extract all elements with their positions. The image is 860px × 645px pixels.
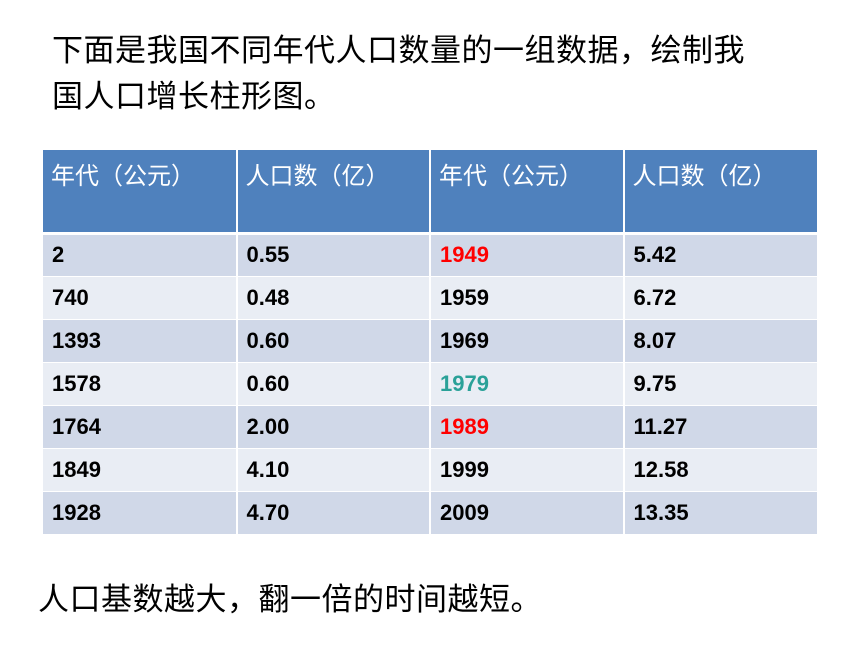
cell-year: 1578 <box>43 362 238 406</box>
intro-line-2: 国人口增长柱形图。 <box>52 79 336 115</box>
intro-line-1: 下面是我国不同年代人口数量的一组数据，绘制我 <box>52 33 745 69</box>
cell-population: 2.00 <box>236 405 431 449</box>
population-table: 年代（公元） 人口数（亿） 年代（公元） 人口数（亿） 2 0.55 1949 … <box>43 150 817 535</box>
cell-population: 13.35 <box>623 491 817 535</box>
cell-year: 1849 <box>43 448 238 492</box>
table-row: 1764 2.00 1989 11.27 <box>43 405 817 449</box>
header-year-1: 年代（公元） <box>43 150 238 235</box>
conclusion-note: 人口基数越大，翻一倍的时间越短。 <box>38 582 542 618</box>
intro-text: 下面是我国不同年代人口数量的一组数据，绘制我 国人口增长柱形图。 <box>52 28 812 120</box>
table-row: 1578 0.60 1979 9.75 <box>43 362 817 406</box>
cell-population: 6.72 <box>623 276 817 320</box>
cell-population: 11.27 <box>623 405 817 449</box>
cell-population: 9.75 <box>623 362 817 406</box>
cell-population: 4.70 <box>236 491 431 535</box>
header-year-2: 年代（公元） <box>430 150 625 235</box>
cell-year-highlighted: 1989 <box>430 405 625 449</box>
header-population-1: 人口数（亿） <box>236 150 431 235</box>
table-row: 1928 4.70 2009 13.35 <box>43 491 817 535</box>
table-header-row: 年代（公元） 人口数（亿） 年代（公元） 人口数（亿） <box>43 150 817 235</box>
cell-year: 740 <box>43 276 238 320</box>
table-row: 740 0.48 1959 6.72 <box>43 276 817 320</box>
cell-year: 1999 <box>430 448 625 492</box>
cell-population: 5.42 <box>623 233 817 277</box>
cell-year: 2 <box>43 233 238 277</box>
cell-population: 8.07 <box>623 319 817 363</box>
table-row: 2 0.55 1949 5.42 <box>43 233 817 277</box>
cell-year: 1969 <box>430 319 625 363</box>
cell-population: 0.48 <box>236 276 431 320</box>
cell-year: 1928 <box>43 491 238 535</box>
table-row: 1849 4.10 1999 12.58 <box>43 448 817 492</box>
cell-year: 1393 <box>43 319 238 363</box>
cell-population: 4.10 <box>236 448 431 492</box>
cell-population: 12.58 <box>623 448 817 492</box>
header-population-2: 人口数（亿） <box>623 150 817 235</box>
cell-population: 0.60 <box>236 319 431 363</box>
table-row: 1393 0.60 1969 8.07 <box>43 319 817 363</box>
cell-year-highlighted: 1979 <box>430 362 625 406</box>
cell-year: 2009 <box>430 491 625 535</box>
cell-year-highlighted: 1949 <box>430 233 625 277</box>
cell-population: 0.55 <box>236 233 431 277</box>
cell-year: 1764 <box>43 405 238 449</box>
cell-population: 0.60 <box>236 362 431 406</box>
cell-year: 1959 <box>430 276 625 320</box>
